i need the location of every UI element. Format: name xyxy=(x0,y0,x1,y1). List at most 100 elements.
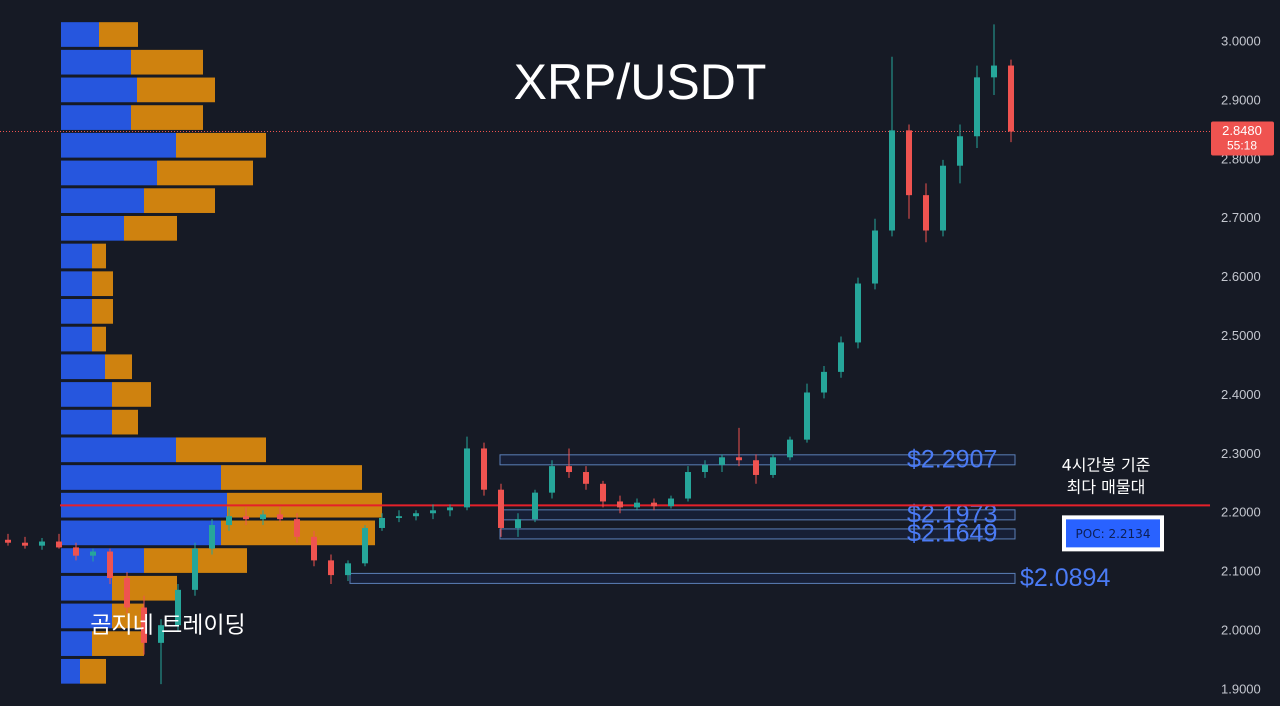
candle-body xyxy=(821,371,827,393)
annotation: 4시간봉 기준 xyxy=(1062,456,1151,475)
profile-buy xyxy=(61,603,112,629)
y-tick-label: 2.9000 xyxy=(1221,92,1261,107)
candle-body xyxy=(940,165,946,231)
candle-body xyxy=(498,489,504,528)
level-label: $2.1649 xyxy=(907,520,997,548)
candle-body xyxy=(1008,65,1014,132)
profile-sell xyxy=(92,271,113,297)
candle-body xyxy=(838,342,844,372)
profile-buy xyxy=(61,437,176,463)
profile-sell xyxy=(112,603,144,629)
candle-body xyxy=(260,514,266,520)
profile-buy xyxy=(61,631,92,656)
profile-sell xyxy=(144,188,215,213)
profile-buy xyxy=(61,243,92,269)
candle-body xyxy=(277,514,283,520)
profile-sell xyxy=(112,409,138,435)
candle-body xyxy=(566,466,572,473)
candle-body xyxy=(124,578,130,608)
poc-box-inner xyxy=(1066,519,1160,548)
candle-body xyxy=(90,551,96,556)
profile-buy xyxy=(61,326,92,352)
candle-body xyxy=(175,589,181,626)
profile-sell xyxy=(112,382,151,407)
candle-body xyxy=(328,560,334,576)
candle-body xyxy=(379,517,385,528)
level-zone xyxy=(499,528,1016,540)
poc-label: POC: 2.2134 xyxy=(1076,527,1151,541)
profile-buy xyxy=(61,215,124,241)
profile-buy xyxy=(61,188,144,213)
candle-body xyxy=(107,551,113,579)
candle-body xyxy=(634,502,640,508)
profile-sell xyxy=(105,354,132,380)
profile-sell xyxy=(99,22,138,47)
profile-sell xyxy=(176,437,266,463)
candle-body xyxy=(362,527,368,564)
candle-body xyxy=(5,539,11,543)
candle-body xyxy=(447,507,453,511)
profile-buy xyxy=(61,271,92,297)
candle-body xyxy=(515,519,521,528)
candle-body xyxy=(294,519,300,537)
candle-body xyxy=(736,457,742,461)
candle-body xyxy=(753,460,759,475)
candle-body xyxy=(600,483,606,502)
candle-body xyxy=(481,448,487,490)
candle-body xyxy=(549,466,555,493)
y-tick-label: 2.6000 xyxy=(1221,269,1261,284)
candle-body xyxy=(685,472,691,499)
candle-body xyxy=(651,502,657,507)
candle-body xyxy=(22,542,28,546)
profile-buy xyxy=(61,132,176,158)
profile-sell xyxy=(92,326,106,352)
candle-body xyxy=(56,541,62,548)
price-tag-value: 2.8480 xyxy=(1222,123,1262,138)
y-tick-label: 2.1000 xyxy=(1221,564,1261,579)
y-tick-label: 2.2000 xyxy=(1221,505,1261,520)
candle-body xyxy=(532,492,538,520)
profile-buy xyxy=(61,77,137,103)
y-tick-label: 2.0000 xyxy=(1221,623,1261,638)
profile-sell xyxy=(92,631,144,656)
profile-buy xyxy=(61,354,105,380)
candle-body xyxy=(192,548,198,590)
candle-body xyxy=(617,501,623,508)
candle-body xyxy=(855,283,861,343)
profile-buy xyxy=(61,105,131,130)
candle-body xyxy=(413,513,419,517)
profile-sell xyxy=(92,243,106,269)
profile-buy xyxy=(61,520,221,546)
candle-body xyxy=(872,230,878,284)
candle-body xyxy=(226,516,232,526)
profile-sell xyxy=(176,132,266,158)
candle-body xyxy=(141,607,147,643)
candle-body xyxy=(906,130,912,196)
profile-sell xyxy=(80,658,106,684)
profile-sell xyxy=(137,77,215,103)
price-tag xyxy=(1211,121,1274,156)
candle-body xyxy=(702,464,708,473)
candle-body xyxy=(770,457,776,475)
y-tick-label: 2.7000 xyxy=(1221,210,1261,225)
profile-buy xyxy=(61,575,112,601)
candle-body xyxy=(158,625,164,643)
candle-body xyxy=(39,541,45,546)
level-label: $2.2907 xyxy=(907,445,997,473)
profile-buy xyxy=(61,160,157,186)
candle-body xyxy=(243,516,249,520)
profile-buy xyxy=(61,299,92,324)
candle-body xyxy=(464,448,470,508)
y-tick-label: 2.5000 xyxy=(1221,328,1261,343)
candle-body xyxy=(311,536,317,561)
profile-buy xyxy=(61,465,221,490)
level-zone xyxy=(349,572,1016,584)
profile-sell xyxy=(124,215,177,241)
candle-body xyxy=(991,65,997,78)
profile-buy xyxy=(61,409,112,435)
candle-body xyxy=(430,510,436,514)
candle-body xyxy=(719,457,725,465)
candle-body xyxy=(209,525,215,549)
